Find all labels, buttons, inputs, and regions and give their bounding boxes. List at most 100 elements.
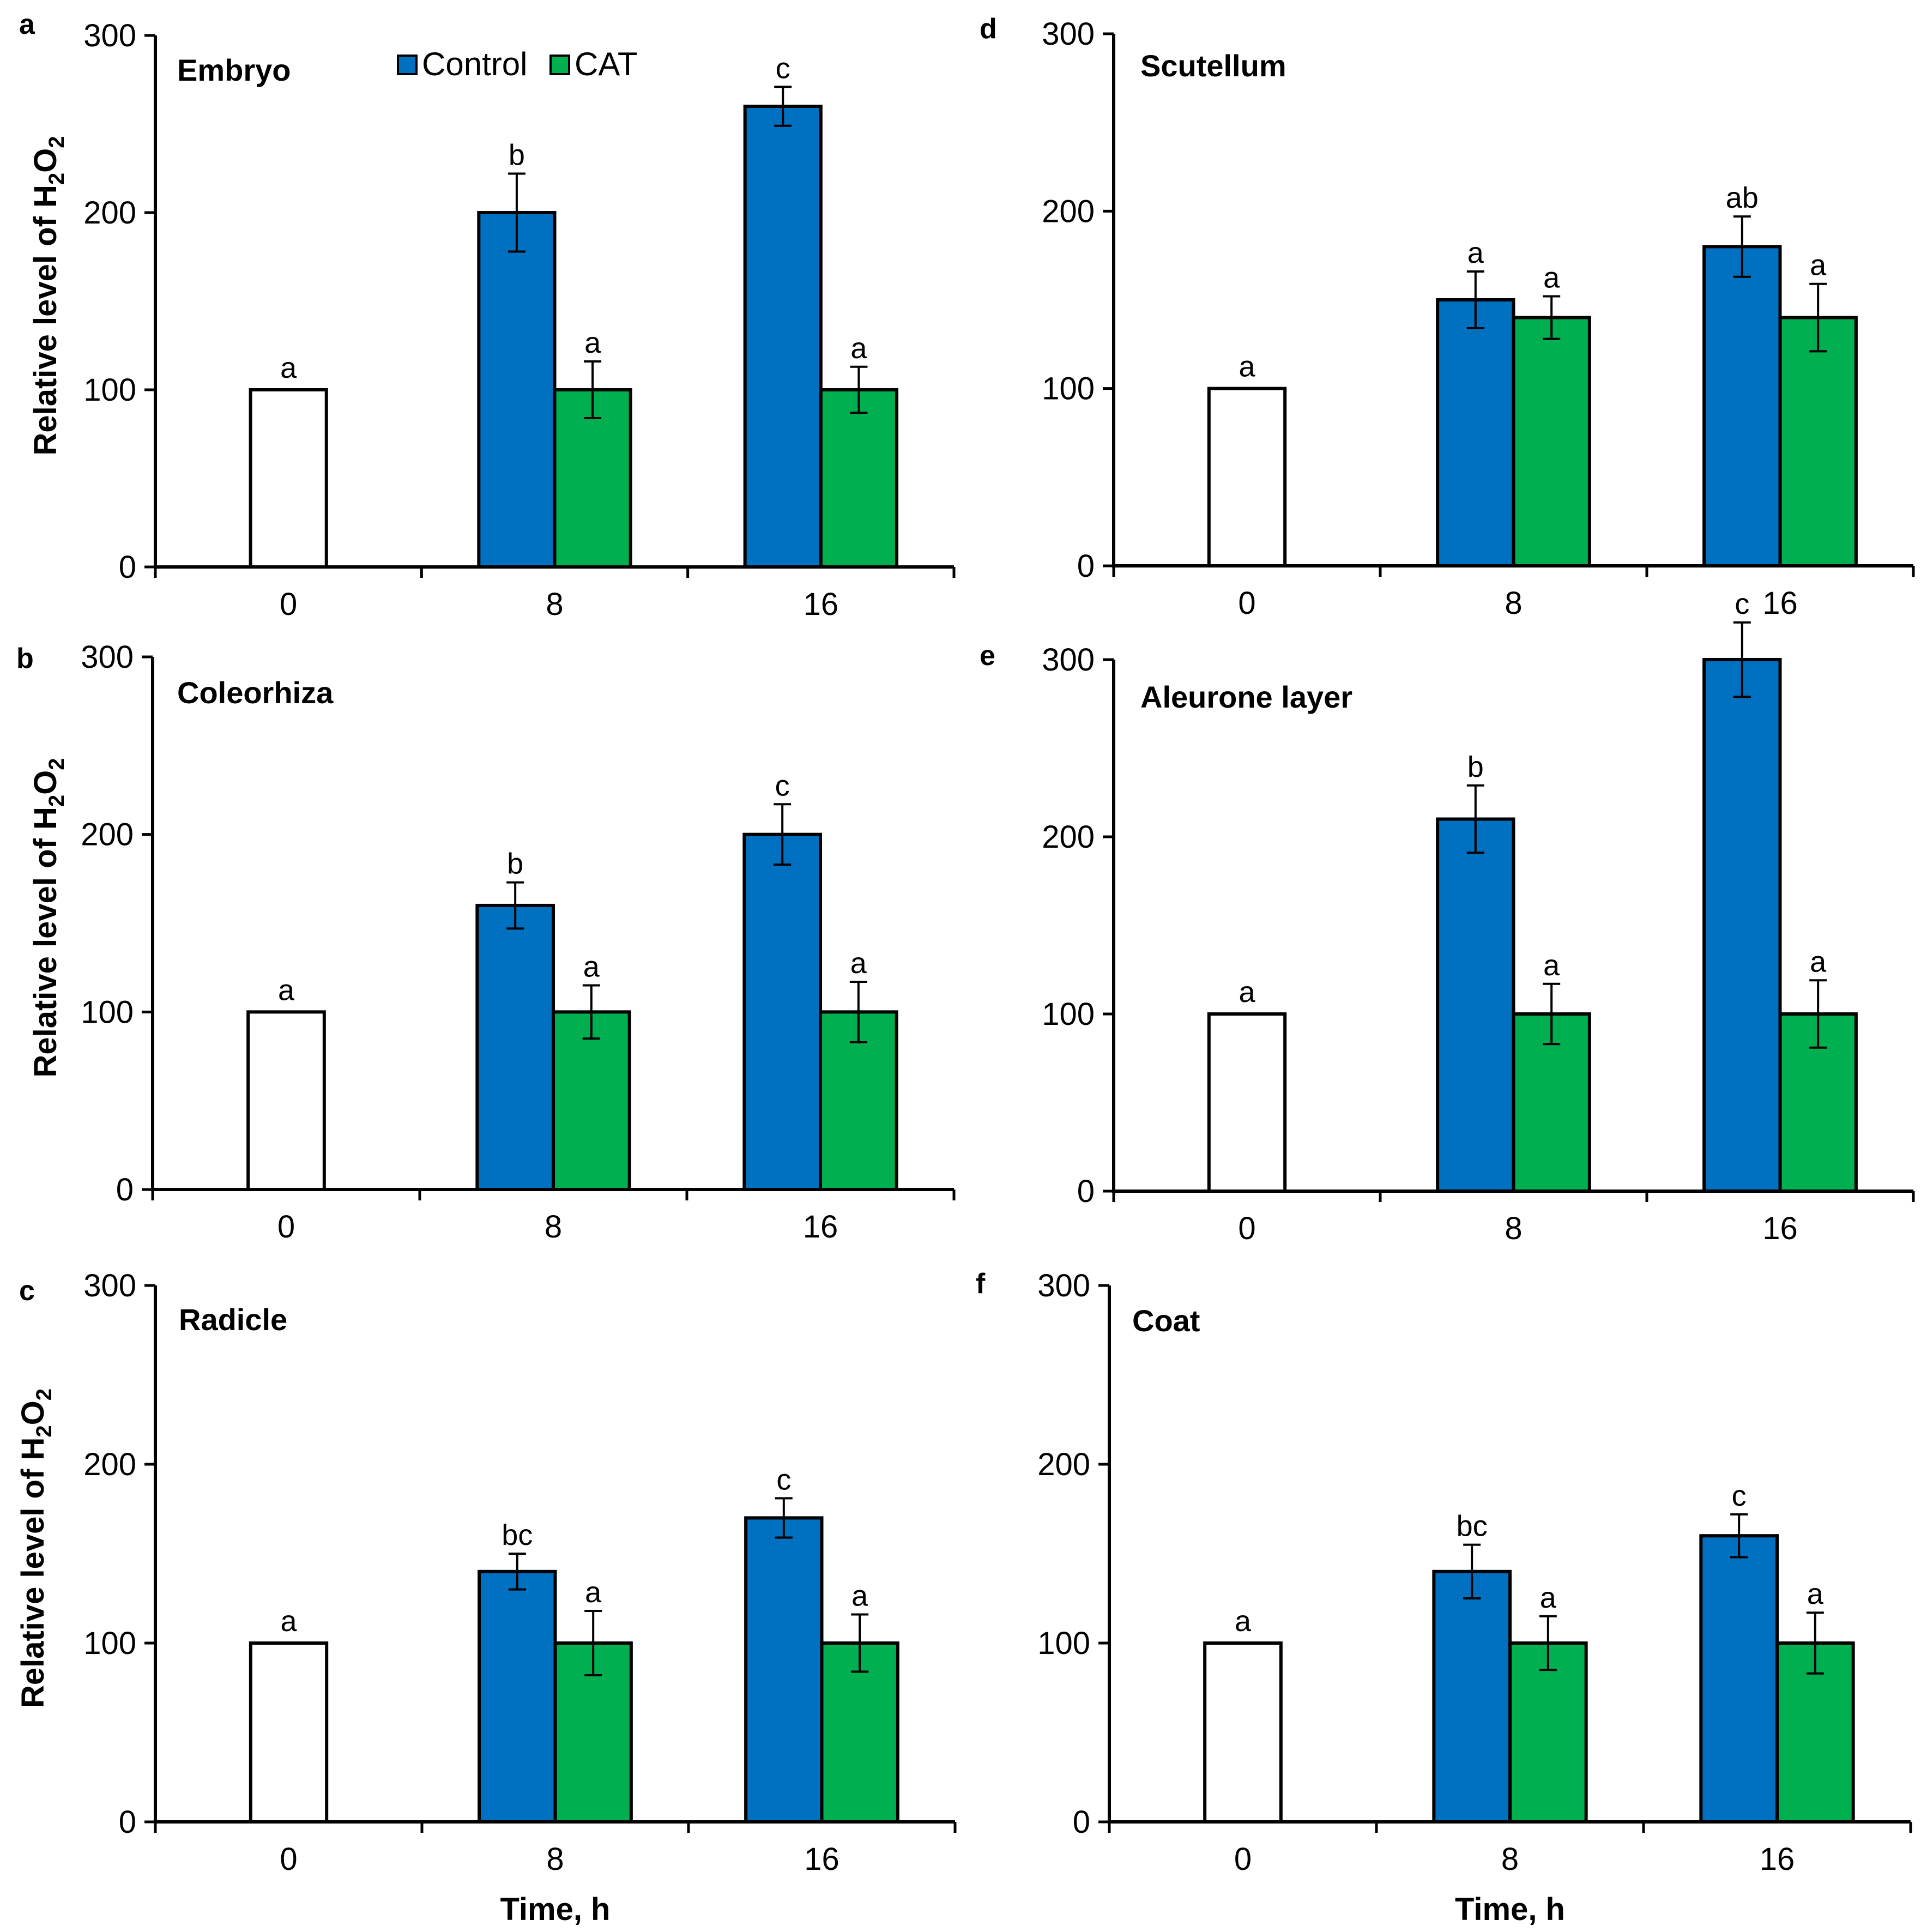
significance-label: b: [1467, 751, 1484, 783]
significance-label: a: [1807, 1578, 1824, 1610]
panel-letter: e: [980, 640, 995, 672]
y-tick-label: 200: [1037, 1447, 1090, 1482]
significance-label: c: [775, 769, 790, 802]
bar-baseline-0: [1203, 1641, 1283, 1824]
x-tick-label: 0: [1238, 585, 1255, 621]
x-tick-label: 0: [280, 587, 297, 622]
significance-label: a: [1239, 976, 1255, 1009]
panel-title: Embryo: [177, 53, 291, 87]
y-tick-label: 0: [116, 1172, 134, 1208]
bar-baseline-0: [246, 1010, 326, 1192]
significance-label: a: [1467, 237, 1484, 269]
panel-e: 0 100 200 300 0 8 16 a b c a a e Aleurone layer: [980, 588, 1915, 1246]
x-tick-label: 16: [1760, 1842, 1795, 1877]
bar-baseline-0: [1207, 1012, 1287, 1193]
bar-control-16: [742, 832, 822, 1191]
bar-control-8: [475, 903, 555, 1191]
y-tick-label: 200: [83, 195, 136, 231]
x-tick-label: 16: [804, 587, 839, 622]
panel-b: 0 100 200 300 0 8 16 a b c a a b Coleorhiza Relative l…: [16, 639, 956, 1245]
bar-control-16: [743, 105, 823, 569]
y-tick-label: 300: [83, 18, 136, 53]
panel-letter: c: [19, 1275, 35, 1307]
y-tick-label: 300: [81, 639, 134, 675]
y-tick-label: 100: [1042, 371, 1095, 407]
significance-label: a: [850, 947, 867, 980]
bar-baseline-0: [249, 388, 328, 569]
x-tick-label: 16: [1762, 585, 1798, 621]
panel-title: Aleurone layer: [1140, 680, 1352, 714]
bar-cat-8: [552, 1010, 631, 1192]
significance-label: a: [584, 327, 601, 359]
significance-label: a: [280, 1605, 297, 1638]
y-axis-label: Relative level of H2O2: [28, 758, 69, 1077]
x-tick-label: 0: [1234, 1842, 1252, 1877]
bar-cat-16: [819, 388, 899, 569]
x-tick-label: 16: [804, 1842, 839, 1877]
y-tick-label: 100: [83, 1626, 136, 1661]
bar-control-8: [1432, 1569, 1512, 1824]
panel-f: 0 100 200 300 0 8 16 a bc c a a f Coat Time, h: [976, 1268, 1912, 1927]
x-tick-label: 16: [1762, 1211, 1798, 1246]
panel-title: Scutellum: [1140, 49, 1286, 83]
significance-label: a: [278, 974, 295, 1006]
y-tick-label: 200: [81, 817, 134, 853]
x-tick-label: 0: [280, 1842, 297, 1877]
significance-label: a: [1810, 249, 1827, 282]
bar-control-16: [744, 1516, 824, 1824]
significance-label: bc: [502, 1519, 533, 1551]
y-tick-label: 300: [1042, 642, 1095, 678]
bar-control-8: [1436, 298, 1515, 567]
panel-a: 0 100 200 300 0 8 16 a b c a a a Embryo Relative level…: [19, 9, 956, 622]
bar-baseline-0: [249, 1641, 329, 1824]
significance-label: a: [583, 950, 600, 983]
y-tick-label: 200: [1042, 194, 1095, 229]
panel-letter: b: [16, 643, 34, 674]
y-tick-label: 200: [1042, 819, 1095, 855]
x-axis-label: Time, h: [1455, 1892, 1565, 1927]
y-tick-label: 100: [1037, 1626, 1090, 1661]
y-tick-label: 0: [119, 1804, 136, 1840]
panel-d: 0 100 200 300 0 8 16 a a ab a a d Scutellum: [980, 13, 1915, 621]
legend-cat-swatch: [549, 55, 570, 75]
x-tick-label: 16: [803, 1209, 838, 1245]
significance-label: a: [1543, 261, 1560, 294]
significance-label: a: [1543, 949, 1560, 982]
significance-label: bc: [1457, 1510, 1488, 1543]
significance-label: a: [1540, 1581, 1557, 1614]
y-tick-label: 300: [1042, 16, 1095, 52]
bar-cat-8: [553, 388, 632, 569]
significance-label: a: [850, 332, 867, 365]
y-tick-label: 100: [81, 994, 134, 1030]
bar-cat-8: [1512, 316, 1591, 567]
significance-label: a: [585, 1576, 602, 1609]
legend-cat-label: CAT: [575, 46, 638, 82]
x-axis-label: Time, h: [500, 1892, 611, 1927]
x-tick-label: 0: [277, 1209, 295, 1245]
bar-control-8: [477, 211, 557, 569]
panel-title: Coleorhiza: [177, 675, 334, 710]
y-tick-label: 0: [1077, 1174, 1095, 1209]
bar-control-16: [1702, 245, 1782, 567]
x-tick-label: 0: [1238, 1211, 1255, 1246]
y-tick-label: 0: [119, 550, 136, 585]
y-tick-label: 100: [1042, 997, 1095, 1032]
bar-cat-8: [1508, 1641, 1588, 1824]
y-tick-label: 0: [1073, 1804, 1090, 1840]
y-tick-label: 300: [83, 1268, 136, 1303]
panel-title: Coat: [1132, 1303, 1200, 1338]
significance-label: b: [507, 848, 523, 880]
legend-control-swatch: [397, 55, 418, 75]
significance-label: a: [1235, 1605, 1252, 1638]
significance-label: b: [509, 139, 525, 172]
legend: Control CAT: [397, 46, 638, 82]
bar-baseline-0: [1207, 387, 1287, 568]
y-tick-label: 100: [83, 372, 136, 408]
panel-title: Radicle: [179, 1302, 287, 1337]
significance-label: a: [851, 1580, 868, 1613]
x-tick-label: 8: [1505, 585, 1522, 621]
significance-label: c: [776, 1463, 791, 1496]
x-tick-label: 8: [1505, 1211, 1522, 1246]
